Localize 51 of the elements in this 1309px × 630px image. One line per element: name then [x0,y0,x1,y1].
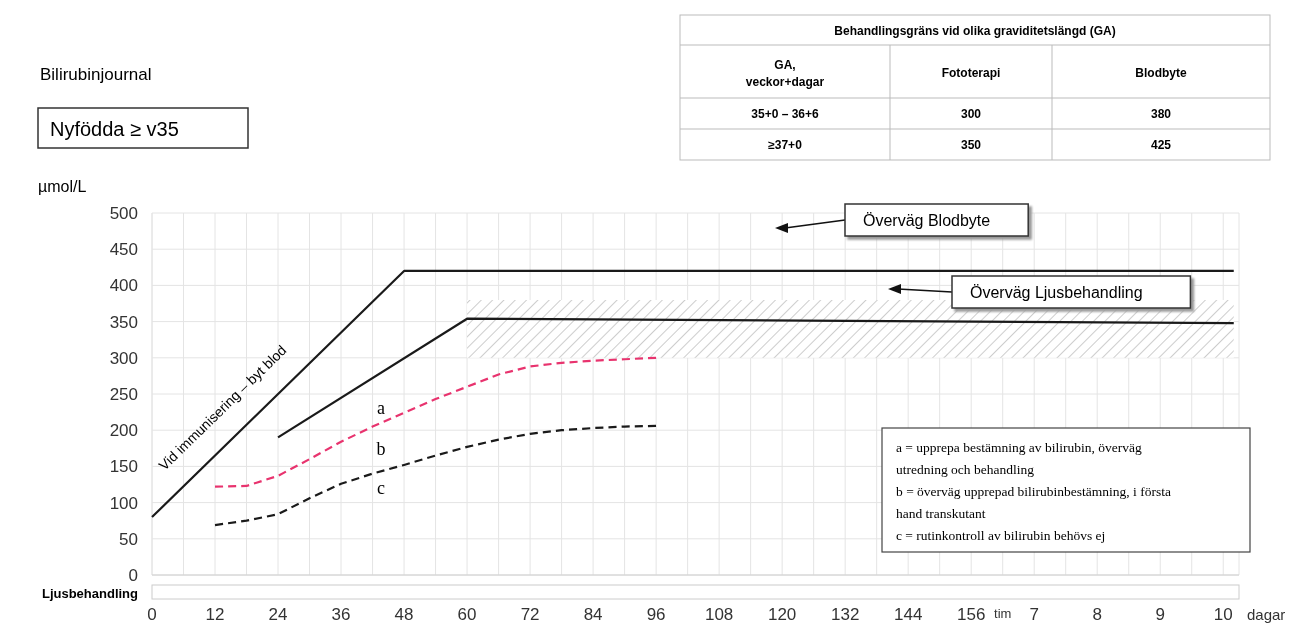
x-axis-title: tim [994,606,1012,621]
x-tick-label: 36 [331,605,351,624]
category-label: Fototerapi [941,65,1001,80]
y-tick-label: 50 [119,529,138,549]
x2-tick-label: 10 [1213,605,1233,624]
annotation: c = rutinkontroll av bilirubin behövs ej [896,528,1106,543]
annotation: Överväg Ljusbehandling [970,284,1143,301]
y-tick-label: 200 [109,421,138,441]
x-tick-label: 132 [830,605,860,624]
category-label: Blodbyte [1135,65,1187,80]
y-tick-label: 250 [109,385,138,404]
text: ≥37+0 [768,138,802,152]
y-tick-label: 300 [109,348,138,368]
y-tick-label: 350 [109,312,138,332]
text: 380 [1150,107,1172,121]
chart-subtitle: Nyfödda ≥ v35 [50,118,179,140]
text: 425 [1150,138,1172,152]
y-tick-label: 500 [109,204,138,223]
x-tick-label: 156 [957,605,986,624]
x2-tick-label: 8 [1092,605,1102,624]
y-tick-label: 0 [128,566,138,585]
text: 35+0 – 36+6 [751,107,819,121]
x-tick-label: 72 [520,605,540,624]
x-tick-label: 48 [394,605,414,624]
y-tick-label: 400 [109,276,138,296]
text: 300 [960,107,982,121]
x2-axis-title: dagar [1247,606,1286,623]
y-tick-label: 150 [109,457,138,477]
x-tick-label: 12 [205,605,225,624]
y-tick-label: 450 [109,240,138,260]
text: 350 [960,138,982,152]
x-tick-label: 108 [704,605,734,624]
x-tick-label: 0 [147,605,157,624]
x-tick-label: 96 [646,605,666,624]
annotation: Överväg Blodbyte [863,212,991,229]
annotation: a [377,398,385,418]
y-axis-title: µmol/L [38,178,87,195]
chart-title: Bilirubinjournal [40,65,152,84]
x-tick-label: 84 [583,605,603,624]
text: Behandlingsgräns vid olika graviditetslängd (GA) [834,24,1116,38]
annotation: b [376,439,386,459]
x-tick-label: 24 [268,605,288,624]
text: Ljusbehandling [41,586,139,601]
x-tick-label: 120 [767,605,797,624]
category-label: GA, veckor+dagar [745,57,825,89]
annotation: c [377,478,385,498]
x-tick-label: 144 [893,605,923,624]
y-tick-label: 100 [109,493,138,513]
x2-tick-label: 7 [1029,605,1039,624]
x-tick-label: 60 [457,605,477,624]
x2-tick-label: 9 [1155,605,1165,624]
